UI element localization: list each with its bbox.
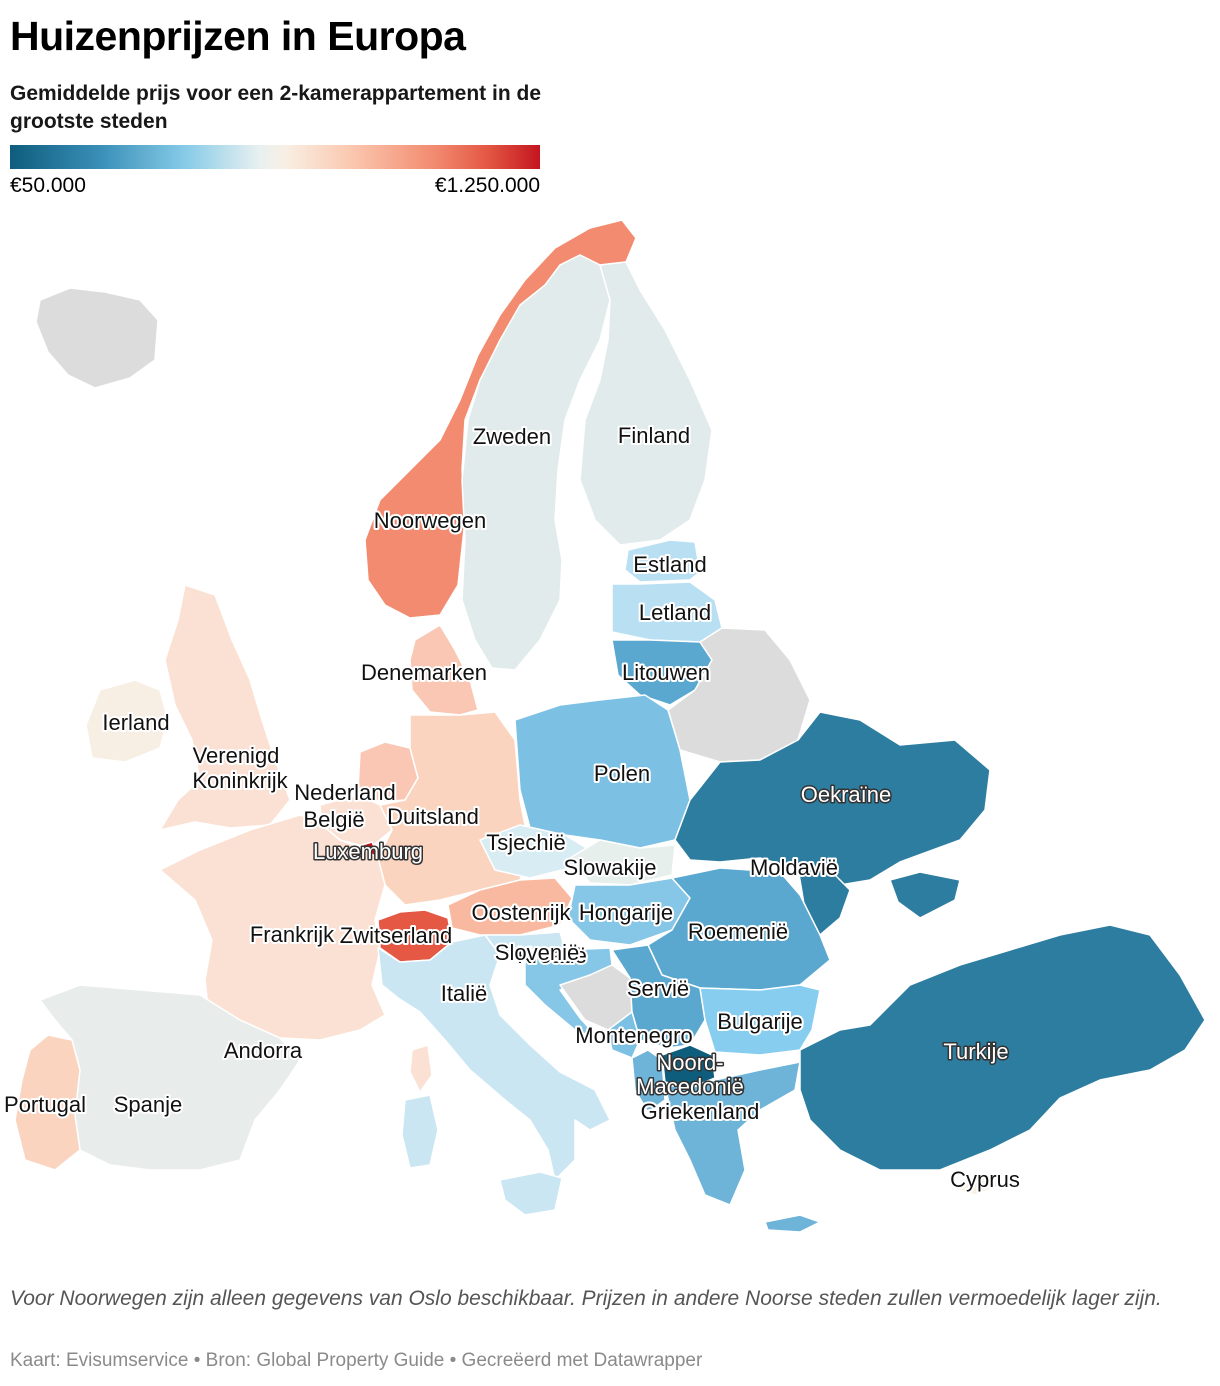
country-montenegro[interactable] [607, 1011, 641, 1059]
label-oostenrijk: Oostenrijk [471, 900, 571, 925]
label-duitsland: Duitsland [387, 804, 479, 829]
country-austria[interactable] [447, 877, 573, 936]
label-kroatie: Kroatië [517, 943, 587, 968]
country-croatia[interactable] [524, 947, 613, 1041]
label-verenigd-koninkrijk-1: Verenigd [193, 743, 280, 768]
country-sicily [499, 1171, 563, 1216]
label-oekraine: Oekraïne [801, 782, 892, 807]
label-montenegro: Montenegro [575, 1023, 692, 1048]
label-hongarije: Hongarije [579, 900, 673, 925]
country-bulgaria[interactable] [699, 984, 821, 1056]
label-slovenie: Slovenië [495, 940, 579, 965]
label-bulgarije: Bulgarije [717, 1009, 803, 1034]
country-crimea [889, 871, 961, 919]
label-noord-macedonie-1: Noord- [656, 1050, 723, 1075]
country-sweden[interactable] [461, 254, 611, 671]
country-turkey[interactable] [799, 924, 1206, 1171]
country-ireland[interactable] [85, 679, 169, 763]
country-north-macedonia[interactable] [661, 1044, 716, 1089]
label-andorra: Andorra [224, 1038, 303, 1063]
label-frankrijk: Frankrijk [250, 922, 335, 947]
country-crete [764, 1214, 821, 1233]
label-cyprus: Cyprus [950, 1167, 1020, 1192]
country-portugal[interactable] [14, 1034, 81, 1171]
country-corsica [409, 1044, 433, 1093]
footnote: Voor Noorwegen zijn alleen gegevens van … [10, 1287, 1162, 1310]
label-letland: Letland [639, 600, 711, 625]
country-greece[interactable] [664, 1061, 801, 1206]
label-verenigd: Verenigd [193, 743, 280, 768]
label-litouwen: Litouwen [622, 660, 710, 685]
label-belgie: België [303, 807, 364, 832]
country-sardinia [401, 1094, 439, 1169]
label-noord-macedonie-2: Macedonië [636, 1074, 744, 1099]
label-luxemburg: Luxemburg [313, 839, 423, 864]
label-zwitserland: Zwitserland [340, 923, 452, 948]
color-legend-bar [10, 145, 540, 169]
europe-map: Zweden Finland Noorwegen Estland Letland… [2, 219, 1206, 1233]
label-moldavie: Moldavië [750, 855, 838, 880]
label-turkije: Turkije [943, 1039, 1008, 1064]
label-portugal: Portugal [4, 1092, 86, 1117]
country-uk[interactable] [159, 584, 291, 831]
country-ukraine[interactable] [674, 711, 991, 886]
legend-min-label: €50.000 [10, 174, 86, 197]
label-slowakije: Slowakije [564, 855, 657, 880]
country-albania [631, 1049, 666, 1113]
country-finland[interactable] [579, 261, 713, 546]
label-zweden: Zweden [473, 424, 551, 449]
chart-title: Huizenprijzen in Europa [10, 13, 466, 59]
label-tsjechie: Tsjechië [486, 830, 565, 855]
country-iceland[interactable] [35, 287, 159, 389]
country-italy[interactable] [377, 934, 611, 1181]
label-finland: Finland [618, 423, 690, 448]
country-cyprus[interactable] [957, 1175, 1001, 1196]
label-noorwegen: Noorwegen [374, 508, 487, 533]
label-griekenland: Griekenland [641, 1099, 760, 1124]
country-denmark[interactable] [409, 624, 479, 716]
label-polen: Polen [594, 761, 650, 786]
label-verenigd-koninkrijk-2: Koninkrijk [192, 768, 288, 793]
credits: Kaart: Evisumservice • Bron: Global Prop… [10, 1350, 703, 1371]
label-nederland: Nederland [294, 780, 396, 805]
label-ierland: Ierland [102, 710, 169, 735]
chart-subtitle: Gemiddelde prijs voor een 2-kamerapparte… [10, 82, 541, 133]
label-italie: Italië [441, 981, 487, 1006]
label-koninkrijk: Koninkrijk [192, 768, 288, 793]
label-servie: Servië [627, 976, 689, 1001]
legend-max-label: €1.250.000 [434, 174, 540, 197]
label-estland: Estland [633, 552, 706, 577]
country-estonia[interactable] [624, 539, 701, 583]
country-slovakia[interactable] [569, 839, 676, 886]
label-denemarken: Denemarken [361, 660, 487, 685]
label-roemenie: Roemenië [688, 919, 788, 944]
label-spanje: Spanje [114, 1092, 183, 1117]
